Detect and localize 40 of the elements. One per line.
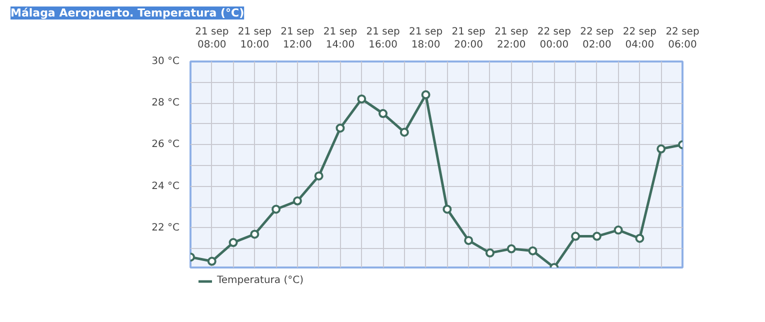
x-tick-label: 21 sep 12:00 [280,26,314,50]
x-tick-label: 22 sep 02:00 [580,26,614,50]
y-tick-label: 26 °C [152,139,180,150]
x-tick-label: 21 sep 18:00 [409,26,443,50]
point [421,90,430,100]
point [400,128,409,137]
point [506,244,516,254]
x-tick-label: 21 sep 16:00 [366,26,400,50]
x-tick-label: 22 sep 06:00 [666,26,700,50]
point [656,144,666,154]
point [485,248,494,258]
point [292,196,302,206]
point [228,238,238,248]
point [378,109,388,118]
x-tick-label: 21 sep 10:00 [238,26,272,50]
point [464,236,474,245]
x-tick-label: 21 sep 14:00 [323,26,358,50]
point [528,246,538,256]
point [250,230,260,239]
y-tick-label: 24 °C [152,180,180,192]
point [635,234,644,243]
chart-title: Málaga Aeropuerto. Temperatura (°C) [10,6,244,20]
point [272,204,281,214]
x-tick-label: 21 sep 08:00 [195,26,229,50]
point [207,256,216,266]
point [614,226,623,235]
x-tick-label: 21 sep 22:00 [494,26,528,50]
x-tick-label: 22 sep 00:00 [537,26,571,50]
point [571,232,580,241]
y-tick-label: 28 °C [152,98,180,109]
point [442,204,452,214]
y-tick-label: 22 °C [152,222,180,234]
x-tick-label: 22 sep 04:00 [622,26,657,50]
point [314,171,324,180]
point [357,94,366,104]
point [592,232,602,241]
point [336,124,345,133]
x-tick-label: 21 sep 20:00 [452,26,486,50]
y-tick-label: 30 °C [152,56,180,67]
legend-label: Temperatura (°C) [217,275,304,286]
